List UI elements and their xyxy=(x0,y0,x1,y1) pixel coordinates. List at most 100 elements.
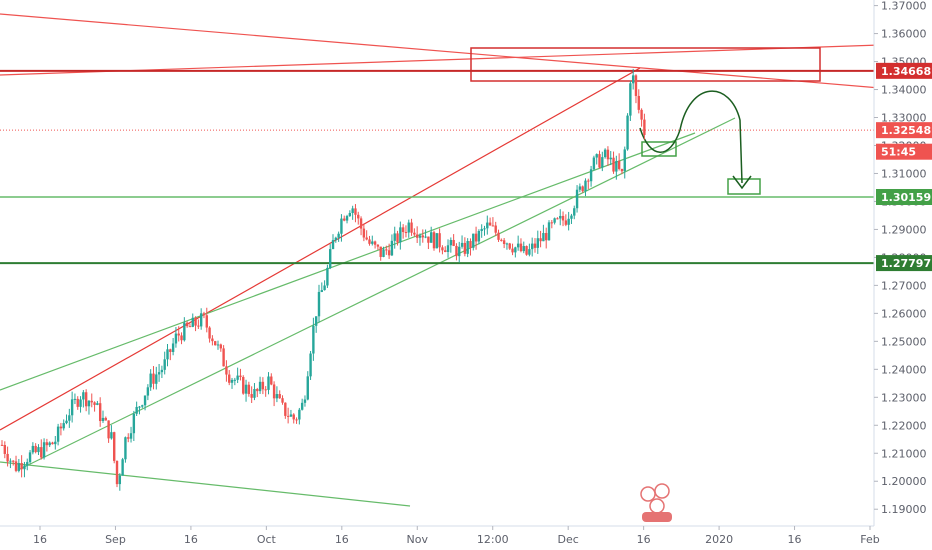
candle-body xyxy=(295,419,298,421)
candle-body xyxy=(427,236,430,243)
candle-body xyxy=(460,242,464,247)
target-box-2[interactable] xyxy=(727,178,761,195)
candle-body xyxy=(326,267,329,286)
candle-body xyxy=(601,157,604,168)
candle-body xyxy=(446,245,450,252)
candle-body xyxy=(500,239,503,241)
candle-body xyxy=(634,75,638,96)
candle-body xyxy=(177,333,180,336)
candle-body xyxy=(183,322,186,341)
red-channel-line[interactable] xyxy=(0,67,641,431)
candle-body xyxy=(12,460,15,462)
candle-body xyxy=(309,353,312,377)
candle-body xyxy=(491,225,495,227)
candle-body xyxy=(59,426,63,429)
candle-body xyxy=(129,433,133,439)
candle-body xyxy=(37,447,40,453)
resistance-zone-box[interactable] xyxy=(470,47,821,82)
candle-body xyxy=(314,316,318,326)
candle-body xyxy=(379,246,382,257)
candle-body xyxy=(54,441,57,445)
candle-body xyxy=(441,247,444,251)
candle-body xyxy=(564,220,568,225)
candle-body xyxy=(98,403,102,422)
candle-body xyxy=(561,215,565,221)
candle-body xyxy=(393,233,396,241)
candle-body xyxy=(17,463,21,471)
candle-body xyxy=(180,335,183,341)
candle-body xyxy=(592,157,596,170)
candle-body xyxy=(213,341,217,346)
candle-body xyxy=(34,445,37,453)
candle-body xyxy=(247,384,251,395)
price-tick-label: 1.37000 xyxy=(881,0,927,13)
candle-body xyxy=(270,376,273,385)
events-badge[interactable] xyxy=(640,483,672,522)
candle-body xyxy=(303,399,307,403)
candle-body xyxy=(362,228,366,238)
candle-body xyxy=(337,233,340,238)
candle-body xyxy=(351,208,354,213)
time-tick-label: 16 xyxy=(788,533,802,546)
candle-body xyxy=(376,244,380,247)
candle-body xyxy=(225,366,228,375)
price-label-badge xyxy=(876,143,932,160)
green-channel-upper[interactable] xyxy=(0,132,696,391)
candle-body xyxy=(152,373,155,384)
candle-body xyxy=(587,180,590,182)
green-bottom-line[interactable] xyxy=(0,461,411,507)
candle-body xyxy=(143,395,147,406)
time-tick-label: Sep xyxy=(105,533,126,546)
candle-body xyxy=(357,214,360,219)
candle-body xyxy=(536,238,539,248)
candle-body xyxy=(149,373,152,388)
candle-body xyxy=(20,463,23,470)
candle-body xyxy=(101,417,105,422)
candle-body xyxy=(575,189,579,209)
event-flag-icon xyxy=(640,486,656,502)
candle-body xyxy=(70,399,74,416)
candle-body xyxy=(629,83,632,116)
projection-path[interactable] xyxy=(639,90,743,184)
candle-body xyxy=(410,222,413,233)
price-tick-label: 1.25000 xyxy=(881,335,927,348)
candle-body xyxy=(617,161,621,169)
candle-body xyxy=(90,400,93,403)
price-tick-label: 1.21000 xyxy=(881,447,927,460)
candle-body xyxy=(104,417,107,421)
candle-body xyxy=(542,233,545,242)
candle-body xyxy=(275,394,279,399)
candle-body xyxy=(124,437,127,460)
candle-body xyxy=(219,344,223,349)
candle-body xyxy=(48,442,51,446)
candle-body xyxy=(191,317,194,327)
candle-body xyxy=(202,313,206,316)
candle-body xyxy=(477,230,481,242)
candle-body xyxy=(612,157,615,172)
candles xyxy=(0,68,646,491)
candle-body xyxy=(334,237,338,241)
target-box-1[interactable] xyxy=(641,141,677,157)
candle-body xyxy=(466,241,469,254)
candle-body xyxy=(222,348,225,367)
candle-body xyxy=(528,249,531,255)
candle-body xyxy=(317,291,321,317)
candle-body xyxy=(609,157,612,160)
candle-body xyxy=(435,233,439,249)
candle-body xyxy=(516,243,520,248)
candle-body xyxy=(469,241,472,248)
candle-body xyxy=(28,452,32,463)
candle-body xyxy=(631,75,635,84)
candle-body xyxy=(14,461,18,471)
candle-body xyxy=(508,243,511,249)
candle-body xyxy=(216,344,220,346)
candle-body xyxy=(598,154,601,168)
candle-body xyxy=(637,95,640,110)
candle-body xyxy=(3,445,7,454)
candle-body xyxy=(522,246,525,252)
candle-body xyxy=(626,115,629,150)
candle-body xyxy=(264,389,267,391)
candle-body xyxy=(421,235,424,238)
red-falling-trendline[interactable] xyxy=(0,13,881,89)
